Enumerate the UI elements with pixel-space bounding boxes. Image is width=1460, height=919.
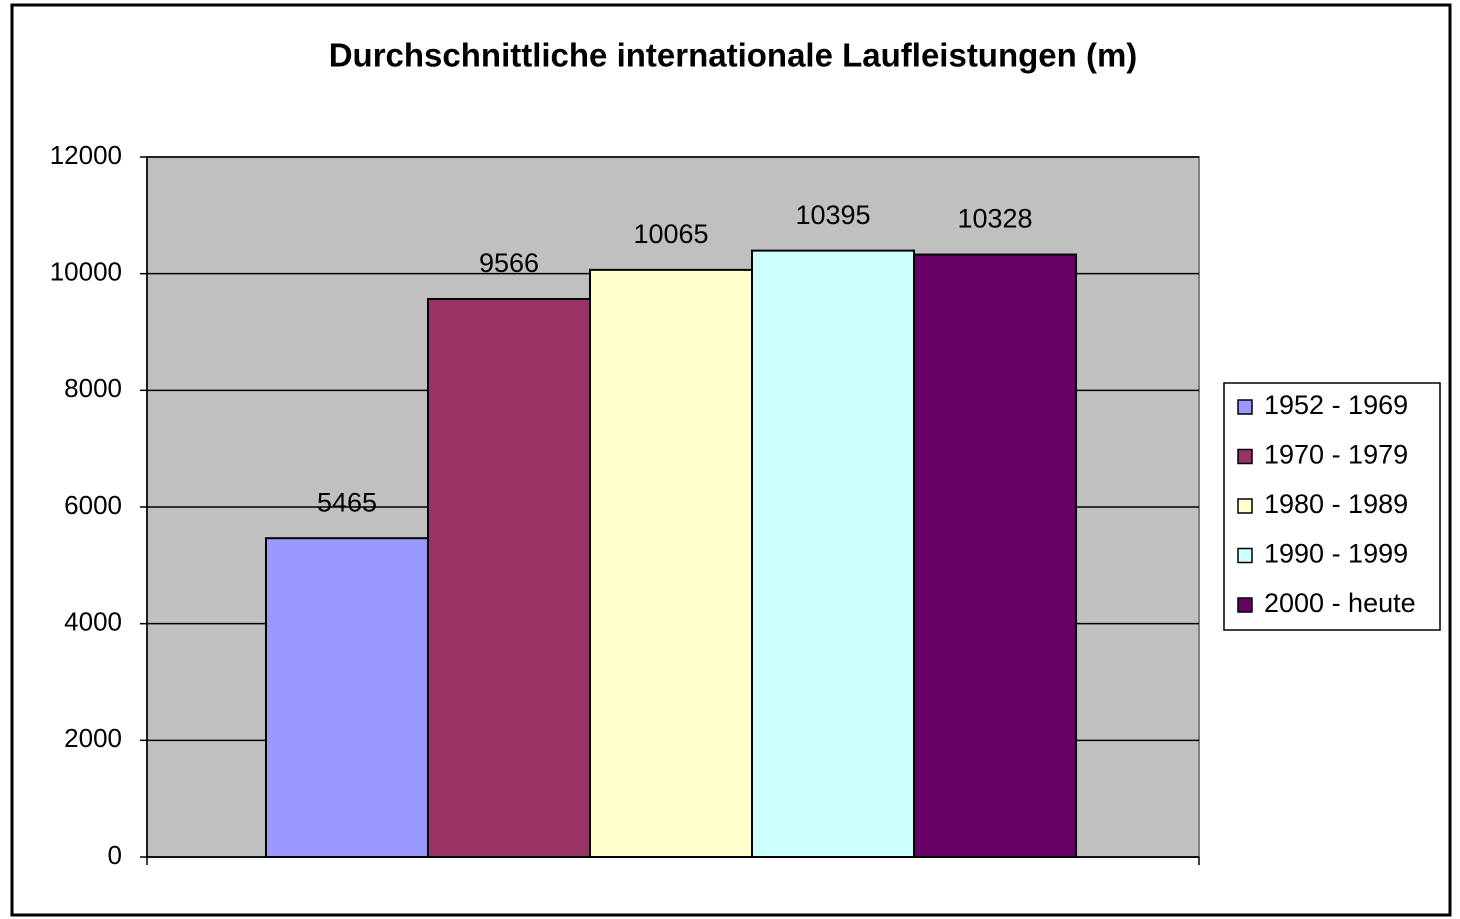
legend-swatch xyxy=(1237,597,1253,613)
legend-label: 1970 - 1979 xyxy=(1264,440,1408,470)
legend-swatch xyxy=(1237,399,1253,415)
data-label: 10065 xyxy=(633,219,708,249)
y-tick-label: 6000 xyxy=(64,490,122,520)
bar xyxy=(426,297,591,858)
legend-label: 1980 - 1989 xyxy=(1264,489,1408,519)
data-label: 10328 xyxy=(957,204,1032,234)
data-label: 5465 xyxy=(317,487,377,517)
legend-swatch xyxy=(1237,448,1253,465)
y-tick-label: 0 xyxy=(108,840,122,870)
y-tick-label: 12000 xyxy=(50,140,122,170)
bar xyxy=(264,537,429,858)
legend-label: 1952 - 1969 xyxy=(1264,390,1408,420)
bar xyxy=(913,253,1078,859)
y-tick-label: 4000 xyxy=(64,607,122,637)
y-tick-label: 2000 xyxy=(64,723,122,753)
legend-label: 2000 - heute xyxy=(1264,588,1416,618)
data-label: 9566 xyxy=(479,248,539,278)
legend-swatch xyxy=(1237,498,1253,514)
legend-label: 1990 - 1999 xyxy=(1264,539,1408,569)
bar xyxy=(588,268,754,858)
chart-title: Durchschnittliche internationale Lauflei… xyxy=(329,37,1138,74)
y-tick-label: 10000 xyxy=(50,257,122,287)
legend-box xyxy=(1223,382,1441,631)
legend-swatch xyxy=(1237,547,1253,564)
bar xyxy=(751,249,916,858)
data-label: 10395 xyxy=(795,200,870,230)
y-tick-label: 8000 xyxy=(64,373,122,403)
